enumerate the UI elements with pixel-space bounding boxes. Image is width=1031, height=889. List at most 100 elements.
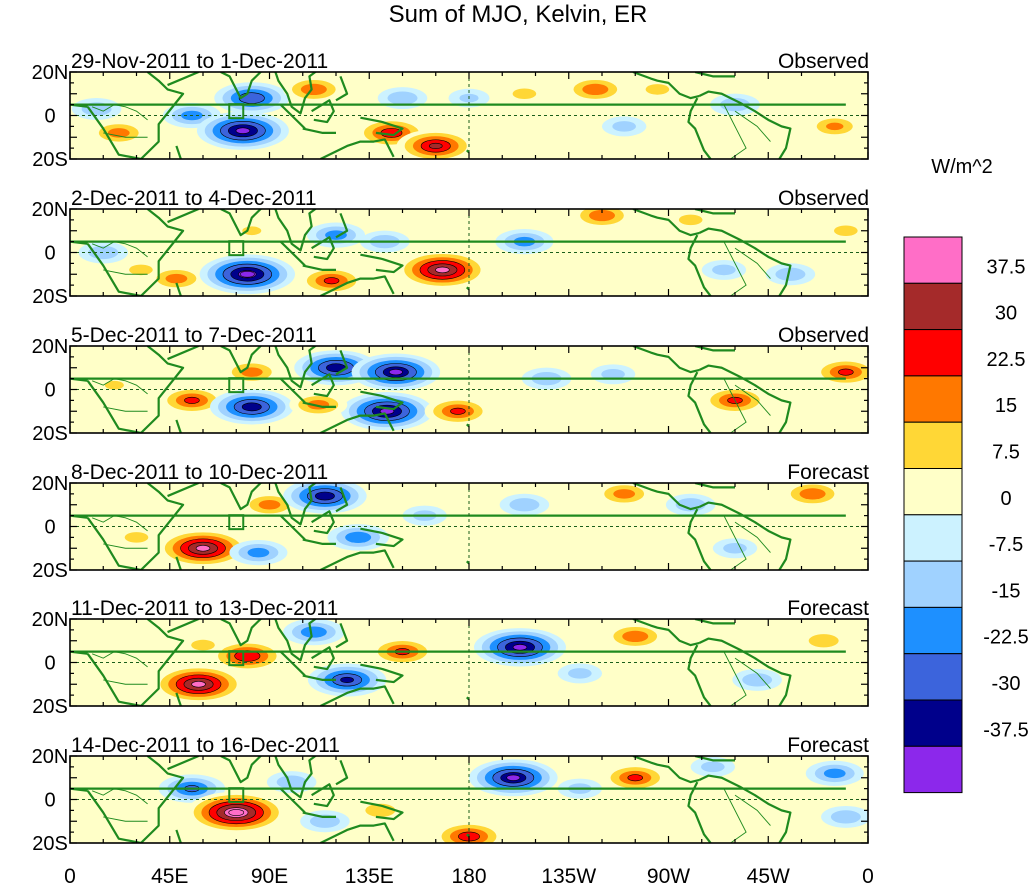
colorbar-level-label: 30 — [995, 303, 1017, 325]
panel-4: 20N 0 20S 8-Dec-2011 to 10-Dec-2011 Forecast — [32, 461, 870, 582]
coastline — [694, 483, 735, 489]
chart-title: Sum of MJO, Kelvin, ER — [389, 1, 648, 28]
colorbar-swatch — [903, 699, 963, 747]
coastline — [70, 240, 846, 245]
anomaly-contour — [191, 639, 215, 651]
y-tick-label: 20N — [32, 199, 69, 221]
coastline — [335, 75, 349, 102]
coastline — [220, 346, 318, 389]
y-tick-label: 20S — [32, 149, 68, 171]
y-tick-label: 0 — [44, 243, 55, 265]
y-tick-label: 20N — [32, 746, 69, 768]
x-tick-label: 90W — [647, 865, 690, 888]
anomaly-blob — [351, 353, 441, 391]
x-tick-label: 135W — [541, 865, 596, 888]
anomaly-blob — [805, 760, 864, 787]
coastline — [167, 756, 199, 771]
coastline — [167, 619, 199, 634]
coastline — [694, 619, 735, 625]
country-border — [103, 132, 148, 138]
colorbar-swatch — [903, 329, 963, 377]
coastline — [167, 209, 199, 224]
coastline — [279, 787, 306, 814]
anomaly-contour — [568, 668, 592, 679]
panel-5: 20N 0 20S 11-Dec-2011 to 13-Dec-2011 Forecas… — [32, 597, 870, 718]
coastline — [302, 811, 336, 819]
anomaly-contour — [712, 264, 736, 276]
country-border — [92, 651, 148, 668]
coastline — [86, 483, 185, 570]
panel-status: Observed — [778, 324, 869, 347]
anomaly-core — [506, 774, 521, 781]
coastline — [302, 127, 336, 134]
anomaly-blob — [186, 791, 287, 834]
region-box — [228, 240, 245, 257]
anomaly-core — [195, 545, 211, 552]
anomaly-blob — [502, 83, 547, 104]
country-border — [734, 110, 771, 142]
anomaly-blob — [327, 524, 389, 551]
country-border — [92, 241, 148, 258]
y-tick-label: 20S — [32, 696, 68, 718]
coastline — [360, 390, 404, 411]
y-tick-label: 0 — [44, 653, 55, 675]
anomaly-blob — [635, 79, 680, 100]
y-tick-label: 20N — [32, 473, 69, 495]
anomaly-blob — [765, 263, 816, 286]
anomaly-blob — [289, 392, 348, 418]
coastline — [70, 650, 846, 655]
anomaly-contour — [387, 91, 418, 105]
panel-1: 20N 0 20S 29-Nov-2011 to 1-Dec-2011 Observed — [32, 50, 869, 171]
anomaly-contour — [242, 226, 262, 236]
coastline — [167, 72, 199, 87]
anomaly-blob — [199, 254, 296, 295]
coastline — [279, 377, 306, 404]
anomaly-contour — [622, 630, 649, 643]
anomaly-blob — [229, 540, 288, 566]
anomaly-blob — [424, 397, 492, 426]
anomaly-blob — [214, 82, 290, 114]
anomaly-contour — [340, 676, 354, 683]
coastline — [319, 275, 395, 296]
anomaly-contour — [124, 532, 149, 543]
colorbar-swatch — [903, 236, 963, 284]
country-border — [734, 521, 771, 553]
coastline — [319, 138, 395, 159]
anomaly-contour — [601, 368, 625, 380]
y-tick-label: 0 — [44, 517, 55, 539]
coastline — [302, 264, 336, 271]
anomaly-blob — [499, 493, 550, 516]
coastline — [632, 483, 700, 511]
anomaly-blob — [473, 628, 566, 667]
anomaly-blob — [571, 209, 633, 229]
anomaly-blob — [377, 87, 428, 110]
panel-2: 20N 0 20S 2-Dec-2011 to 4-Dec-2011 Observed — [32, 187, 869, 308]
coastline — [220, 619, 318, 662]
coastline — [311, 373, 335, 398]
anomaly-contour — [589, 209, 615, 222]
coastline — [220, 72, 318, 115]
anomaly-contour — [612, 121, 636, 132]
x-tick-label: 90E — [251, 865, 288, 888]
coastline — [279, 240, 306, 267]
coastline — [86, 619, 185, 706]
anomaly-contour — [184, 396, 200, 404]
colorbar-swatch — [903, 421, 963, 470]
coastline — [279, 650, 306, 677]
coastline — [302, 401, 336, 408]
colorbar-level-label: 15 — [995, 395, 1017, 417]
coastlines — [70, 346, 846, 433]
region-box — [228, 514, 245, 531]
colorbar-swatch — [903, 514, 963, 562]
anomaly-blob — [823, 220, 868, 241]
anomaly-blob — [732, 668, 782, 691]
panel-period: 8-Dec-2011 to 10-Dec-2011 — [71, 461, 328, 484]
anomaly-contour — [678, 214, 703, 226]
country-border — [92, 515, 148, 532]
country-border — [103, 816, 148, 822]
coastline — [220, 756, 318, 799]
coastline — [220, 209, 318, 252]
colorbar-level-label: -37.5 — [983, 719, 1029, 741]
anomaly-blob — [469, 759, 558, 797]
